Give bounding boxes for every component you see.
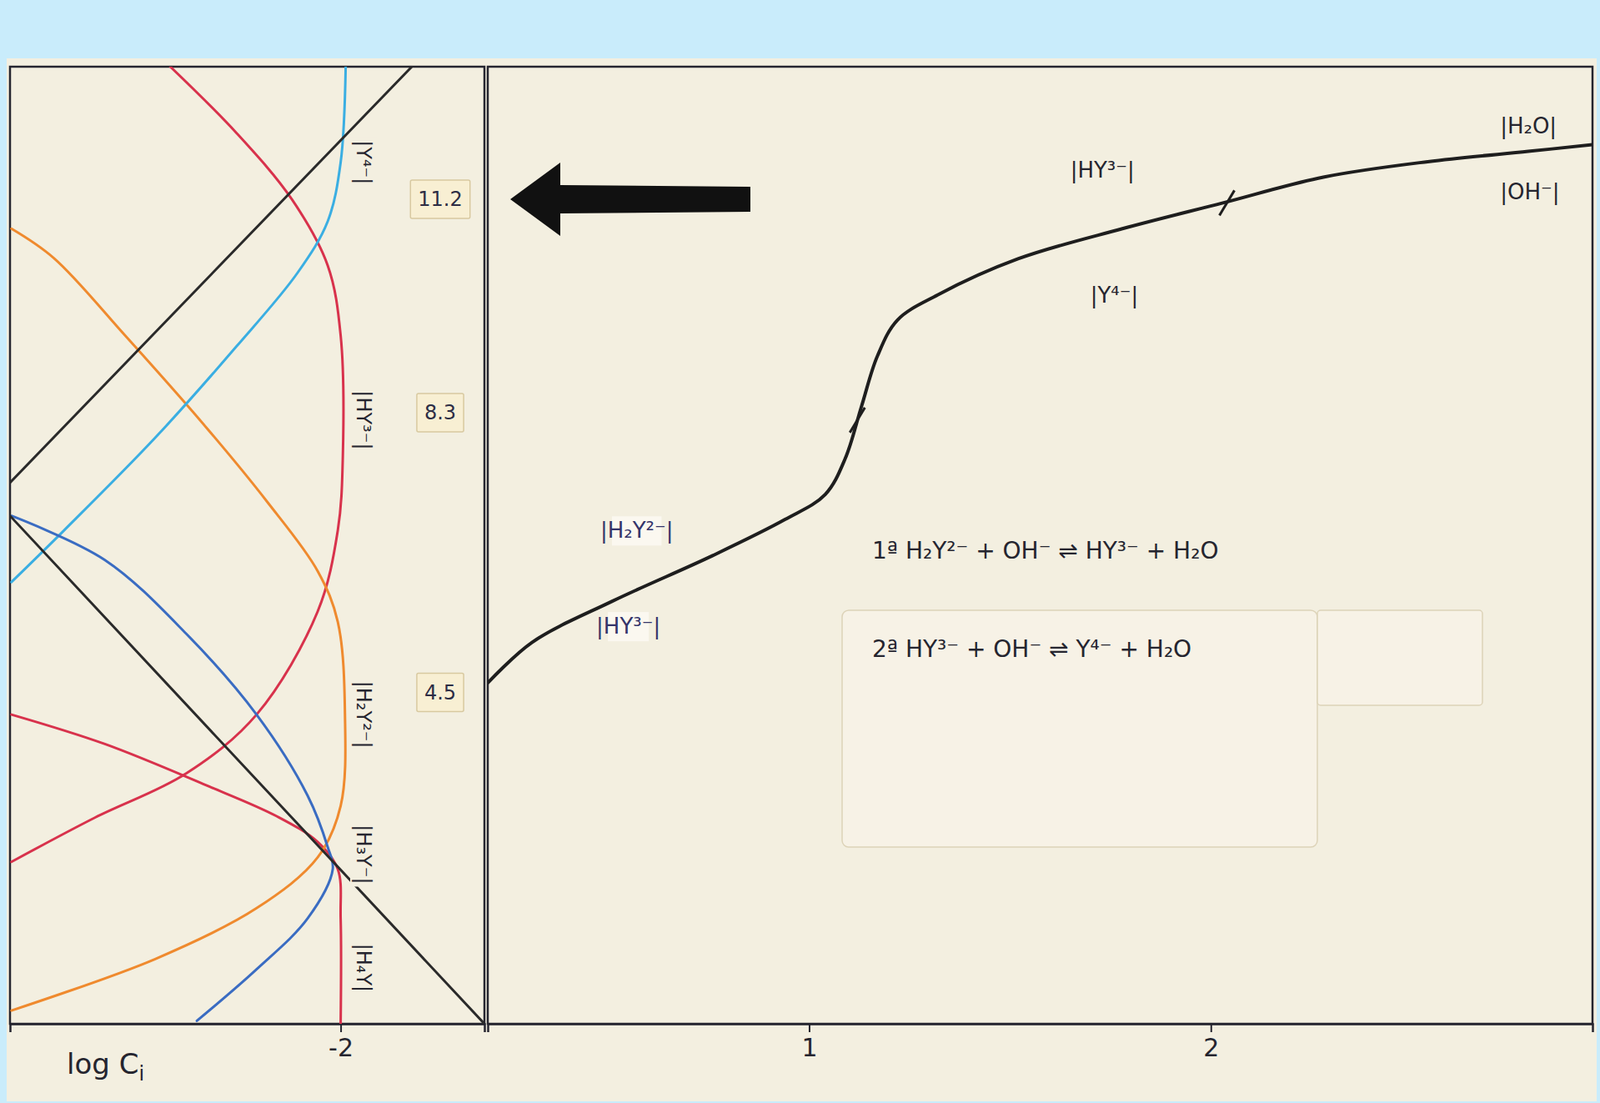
ph-label: 4.5 xyxy=(424,681,457,705)
tick: 2 xyxy=(1203,1023,1219,1063)
tick-label: 1 xyxy=(801,1033,818,1063)
x-axis: 12 xyxy=(488,1023,1594,1063)
tick-label: -2 xyxy=(328,1033,354,1063)
tick-mark xyxy=(808,1023,811,1033)
ph-box xyxy=(416,393,464,432)
label-patch xyxy=(350,678,377,752)
species-label: |Y⁴⁻| xyxy=(351,140,376,185)
tick-mark xyxy=(340,1023,342,1033)
species-label: |H₃Y⁻| xyxy=(351,824,376,884)
paper xyxy=(6,58,1597,1102)
ph-box-group: 11.2 xyxy=(410,180,470,219)
series-group xyxy=(487,145,1593,684)
species-label-group: |H₂Y²⁻| xyxy=(350,678,377,752)
species-label: |H₂Y²⁻| xyxy=(351,681,376,749)
tick: -2 xyxy=(328,1023,354,1063)
annotation-group: |OH⁻| xyxy=(1499,179,1560,206)
species-label-group: |Y⁴⁻| xyxy=(350,137,377,187)
species-label: |H₄Y| xyxy=(351,943,376,994)
series-group xyxy=(10,66,485,1024)
paper-patch xyxy=(842,610,1318,848)
tick-mark xyxy=(1210,1023,1213,1033)
label-patch xyxy=(350,822,377,887)
annotation: |H₂Y²⁻| xyxy=(600,517,674,544)
curve xyxy=(11,66,347,582)
axis-line xyxy=(10,1024,486,1034)
curve xyxy=(487,145,1593,684)
arrow xyxy=(510,162,751,236)
annotation-group: |H₂O| xyxy=(1499,113,1557,140)
label-patch xyxy=(350,137,377,187)
ph-label: 11.2 xyxy=(417,187,462,211)
annotation-group: |H₂Y²⁻| xyxy=(600,516,674,546)
ph-box xyxy=(410,180,470,219)
label-patch xyxy=(350,387,377,452)
header-band xyxy=(0,0,1600,1103)
annotation-group: |HY³⁻| xyxy=(1070,157,1135,184)
curve xyxy=(11,516,334,1022)
label-patch xyxy=(350,941,377,996)
annotation: |HY³⁻| xyxy=(596,613,661,640)
species-label-group: |H₃Y⁻| xyxy=(350,822,377,887)
annotation: |HY³⁻| xyxy=(1070,157,1135,184)
annotation: |H₂O| xyxy=(1499,113,1557,140)
axis-line xyxy=(488,1024,1594,1034)
plot-frame xyxy=(10,66,485,1024)
tick: 1 xyxy=(801,1023,818,1063)
reaction: 1ª H₂Y²⁻ + OH⁻ ⇌ HY³⁻ + H₂O xyxy=(872,536,1219,565)
species-label-group: |HY³⁻| xyxy=(350,387,377,452)
curve xyxy=(10,516,485,1024)
ph-box-group: 4.5 xyxy=(416,673,464,713)
species-label-group: |H₄Y| xyxy=(350,941,377,996)
curve xyxy=(11,66,344,863)
curve xyxy=(10,66,412,483)
annotation-group: |Y⁴⁻| xyxy=(1090,282,1139,309)
annotation-group: |HY³⁻| xyxy=(596,611,661,642)
chart-figure: -212log Ci|Y⁴⁻||HY³⁻||H₂Y²⁻||H₃Y⁻||H₄Y|1… xyxy=(0,0,1600,1103)
annotation: |Y⁴⁻| xyxy=(1090,282,1139,309)
axis-title: log Ci xyxy=(66,1047,145,1086)
species-label: |HY³⁻| xyxy=(351,390,376,450)
ph-box-group: 8.3 xyxy=(416,393,464,432)
tick-label: 2 xyxy=(1203,1033,1219,1063)
curve xyxy=(11,228,347,1011)
annotation: |OH⁻| xyxy=(1499,179,1560,206)
paper-patch xyxy=(1317,610,1483,706)
ph-box xyxy=(416,673,464,713)
reaction: 2ª HY³⁻ + OH⁻ ⇌ Y⁴⁻ + H₂O xyxy=(872,635,1192,663)
curve xyxy=(11,714,342,1024)
ph-label: 8.3 xyxy=(424,401,457,425)
equivalence-mark xyxy=(849,407,865,433)
equivalence-mark xyxy=(1219,190,1235,216)
plot-frame xyxy=(487,66,1593,1024)
